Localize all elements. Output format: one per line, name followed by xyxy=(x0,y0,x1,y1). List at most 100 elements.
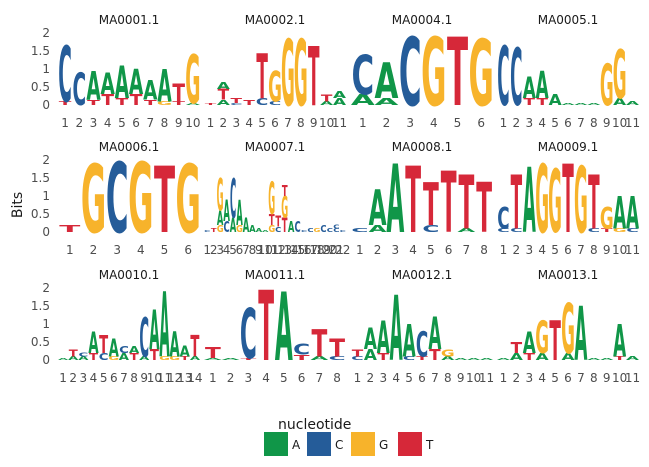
x-tick-label: 4 xyxy=(392,371,400,385)
x-tick-label: 3 xyxy=(113,243,121,257)
x-tick-label: 2 xyxy=(90,243,98,257)
x-tick-label: 7 xyxy=(463,243,471,257)
x-tick-label: 6 xyxy=(564,116,572,130)
logo-letter-G: G xyxy=(613,227,627,233)
logo-letter-G: G xyxy=(441,348,455,359)
x-tick-label: 2 xyxy=(513,371,521,385)
x-tick-label: 16 xyxy=(296,243,311,257)
panel-title: MA0004.1 xyxy=(392,13,453,27)
logo-letter-C: C xyxy=(293,341,310,359)
x-tick-label: 1 xyxy=(61,116,69,130)
x-tick-label: 5 xyxy=(258,116,266,130)
x-tick-label: 10 xyxy=(612,243,627,257)
logo-letter-G: G xyxy=(175,146,200,255)
logo-letter-T: T xyxy=(511,339,523,357)
y-tick-label: 2 xyxy=(42,26,50,40)
x-tick-label: 3 xyxy=(525,116,533,130)
legend-swatch-A xyxy=(264,432,288,456)
x-tick-label: 11 xyxy=(625,243,640,257)
x-tick-label: 5 xyxy=(118,116,126,130)
x-tick-label: 10 xyxy=(612,371,627,385)
logo-letter-C: C xyxy=(58,31,72,120)
x-tick-label: 5 xyxy=(427,243,435,257)
logo-letter-G: G xyxy=(561,288,575,369)
logo-letter-T: T xyxy=(211,228,217,234)
logo-letter-A: A xyxy=(613,187,626,239)
logo-letter-T: T xyxy=(89,351,98,363)
logo-letter-T: T xyxy=(240,358,257,361)
panel-MA0010.1: MA0010.100.511.521A2AT3AC4TA5CT6GA7AC8TA… xyxy=(31,268,203,385)
x-tick-label: 6 xyxy=(298,371,306,385)
x-tick-label: 8 xyxy=(333,371,341,385)
logo-letter-C: C xyxy=(106,143,129,255)
x-tick-label: 2 xyxy=(210,243,218,257)
logo-letter-T: T xyxy=(180,356,189,361)
y-tick-label: 0 xyxy=(42,353,50,367)
logo-letter-T: T xyxy=(205,345,222,363)
logo-letter-G: G xyxy=(268,223,275,235)
logo-letter-C: C xyxy=(351,355,363,361)
x-tick-label: 3 xyxy=(80,371,88,385)
logo-letter-A: A xyxy=(86,64,100,110)
x-tick-label: 10 xyxy=(147,371,162,385)
logo-letter-A: A xyxy=(256,228,263,234)
logo-letter-A: A xyxy=(375,52,399,110)
panel-title: MA0005.1 xyxy=(538,13,599,27)
x-tick-label: 2 xyxy=(220,116,228,130)
logo-letter-A: A xyxy=(58,358,69,361)
logo-letter-A: A xyxy=(375,96,399,107)
x-tick-label: 17 xyxy=(303,243,318,257)
x-tick-label: 6 xyxy=(564,371,572,385)
logo-letter-A: A xyxy=(428,308,441,360)
x-tick-label: 15 xyxy=(290,243,305,257)
x-tick-label: 2 xyxy=(513,116,521,130)
x-tick-label: 4 xyxy=(90,371,98,385)
logo-letter-A: A xyxy=(230,214,237,237)
logo-letter-T: T xyxy=(282,214,288,237)
x-tick-label: 4 xyxy=(245,116,253,130)
y-tick-label: 1 xyxy=(42,317,50,331)
logo-letter-A: A xyxy=(333,96,346,107)
x-tick-label: 7 xyxy=(316,371,324,385)
x-tick-label: 6 xyxy=(564,243,572,257)
logo-letter-A: A xyxy=(574,103,588,106)
logo-letter-T: T xyxy=(378,351,390,362)
logo-letter-C: C xyxy=(510,33,522,124)
logo-letter-A: A xyxy=(129,344,139,356)
logo-letter-A: A xyxy=(613,96,626,107)
logo-letter-T: T xyxy=(405,147,421,254)
legend: nucleotide A C G T xyxy=(264,417,434,456)
x-tick-label: 19 xyxy=(316,243,331,257)
x-tick-label: 1 xyxy=(209,371,217,385)
logo-letter-C: C xyxy=(626,227,638,233)
logo-letter-G: G xyxy=(217,169,224,222)
logo-letter-T: T xyxy=(231,97,243,106)
logo-letter-C: C xyxy=(256,96,268,107)
logo-letter-C: C xyxy=(403,355,415,361)
x-tick-label: 6 xyxy=(418,371,426,385)
logo-letter-C: C xyxy=(99,351,109,363)
logo-letter-G: G xyxy=(535,146,549,255)
x-tick-label: 1 xyxy=(59,371,67,385)
legend-label-A: A xyxy=(292,438,301,452)
logo-letter-G: G xyxy=(600,52,614,118)
logo-letter-T: T xyxy=(536,96,548,107)
logo-letter-A: A xyxy=(139,356,150,361)
legend-swatch-C xyxy=(307,432,331,456)
logo-letter-C: C xyxy=(329,355,346,361)
panel-title: MA0009.1 xyxy=(538,140,599,154)
x-tick-label: 14 xyxy=(283,243,298,257)
x-tick-label: 11 xyxy=(264,243,279,257)
legend-label-C: C xyxy=(335,438,343,452)
legend-label-G: G xyxy=(379,438,388,452)
logo-letter-C: C xyxy=(351,45,374,108)
y-tick-label: 1.5 xyxy=(31,299,50,313)
x-tick-label: 12 xyxy=(167,371,182,385)
logo-letter-T: T xyxy=(549,311,561,373)
logo-letter-A: A xyxy=(523,151,536,254)
